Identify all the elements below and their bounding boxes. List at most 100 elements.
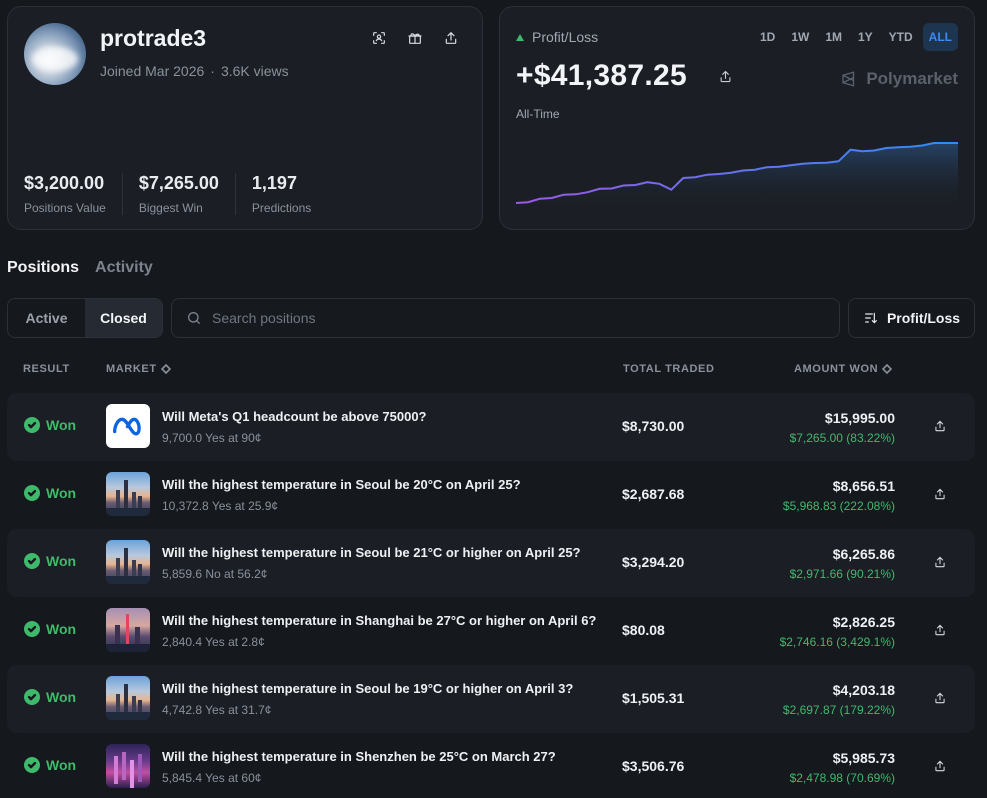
timeframe-1w[interactable]: 1W xyxy=(791,30,810,44)
table-row[interactable]: Won Will the highest temperature in Seoul… xyxy=(7,461,975,529)
table-row[interactable]: Won Will the highest temperature in Shang… xyxy=(7,597,975,665)
amount-won-gain: $5,968.83 (222.08%) xyxy=(782,499,895,513)
pnl-period: All-Time xyxy=(516,107,560,121)
stat-label: Positions Value xyxy=(24,201,106,215)
market-thumbnail[interactable] xyxy=(106,744,150,788)
market-title[interactable]: Will the highest temperature in Shenzhen… xyxy=(162,749,556,764)
result-badge: Won xyxy=(24,553,76,569)
search-input[interactable] xyxy=(212,310,812,326)
market-title[interactable]: Will the highest temperature in Seoul be… xyxy=(162,477,521,492)
result-label: Won xyxy=(46,621,77,637)
timeframe-ytd[interactable]: YTD xyxy=(888,30,913,44)
market-thumbnail[interactable] xyxy=(106,404,150,448)
sort-diamond-icon xyxy=(160,364,171,374)
filter-closed-button[interactable]: Closed xyxy=(85,299,162,337)
result-badge: Won xyxy=(24,757,76,773)
amount-won: $5,985.73 $2,478.98 (70.69%) xyxy=(790,750,895,785)
market-thumbnail[interactable] xyxy=(106,676,150,720)
total-traded: $8,730.00 xyxy=(622,418,685,434)
check-circle-icon xyxy=(24,621,40,637)
result-badge: Won xyxy=(24,621,76,637)
gift-icon[interactable] xyxy=(406,29,424,47)
pnl-label: Profit/Loss xyxy=(516,29,598,45)
positions-table: Won Will Meta's Q1 headcount be above 750… xyxy=(7,393,975,798)
share-icon[interactable] xyxy=(718,69,733,89)
tab-positions[interactable]: Positions xyxy=(7,259,80,276)
share-icon[interactable] xyxy=(933,419,949,435)
sort-icon xyxy=(865,312,877,324)
column-header-amount-won[interactable]: AMOUNT WON xyxy=(794,363,893,375)
status-filter: Active Closed xyxy=(7,298,163,338)
market-thumbnail[interactable] xyxy=(106,540,150,584)
up-triangle-icon xyxy=(516,33,524,41)
share-icon[interactable] xyxy=(933,623,949,639)
share-icon[interactable] xyxy=(933,487,949,503)
result-label: Won xyxy=(46,553,77,569)
search-icon xyxy=(188,312,200,324)
timeframe-1y[interactable]: 1Y xyxy=(857,30,873,44)
market-subtitle: 5,845.4 Yes at 60¢ xyxy=(162,771,262,785)
total-traded: $2,687.68 xyxy=(622,486,685,502)
amount-won: $2,826.25 $2,746.16 (3,429.1%) xyxy=(780,614,895,649)
sort-label: Profit/Loss xyxy=(886,310,961,326)
amount-won-value: $4,203.18 xyxy=(832,682,895,698)
avatar xyxy=(24,23,86,85)
column-header-market[interactable]: MARKET xyxy=(106,363,171,375)
result-label: Won xyxy=(46,689,77,705)
profile-actions xyxy=(370,29,460,47)
timeframe-1m[interactable]: 1M xyxy=(825,30,842,44)
check-circle-icon xyxy=(24,757,40,773)
table-row[interactable]: Won Will the highest temperature in Shenz… xyxy=(7,733,975,798)
timeframe-all[interactable]: ALL xyxy=(922,23,958,51)
market-subtitle: 10,372.8 Yes at 25.9¢ xyxy=(162,499,279,513)
stat-value: $7,265.00 xyxy=(138,173,219,193)
total-traded: $1,505.31 xyxy=(622,690,685,706)
result-badge: Won xyxy=(24,689,76,705)
stat-label: Biggest Win xyxy=(138,201,203,215)
share-icon[interactable] xyxy=(933,555,949,571)
market-title[interactable]: Will the highest temperature in Shanghai… xyxy=(162,613,597,628)
market-subtitle: 4,742.8 Yes at 31.7¢ xyxy=(162,703,272,717)
market-title[interactable]: Will the highest temperature in Seoul be… xyxy=(162,681,574,696)
timeframe-1d[interactable]: 1D xyxy=(759,30,776,44)
separator-dot: · xyxy=(210,63,215,79)
stat-value: 1,197 xyxy=(251,173,297,193)
joined-date: Joined Mar 2026 xyxy=(100,63,205,79)
header-label: MARKET xyxy=(106,363,157,375)
share-icon[interactable] xyxy=(442,29,460,47)
amount-won-gain: $7,265.00 (83.22%) xyxy=(789,431,895,445)
stat-label: Predictions xyxy=(251,201,312,215)
column-header-result: RESULT xyxy=(23,363,70,375)
sort-button[interactable]: Profit/Loss xyxy=(848,298,975,338)
stat-positions-value: $3,200.00 Positions Value xyxy=(24,173,123,215)
tab-activity[interactable]: Activity xyxy=(95,259,153,276)
amount-won: $15,995.00 $7,265.00 (83.22%) xyxy=(790,410,895,445)
stat-value: $3,200.00 xyxy=(24,173,105,193)
header-label: AMOUNT WON xyxy=(794,363,879,375)
table-row[interactable]: Won Will Meta's Q1 headcount be above 750… xyxy=(7,393,975,461)
share-icon[interactable] xyxy=(933,759,949,775)
username: protrade3 xyxy=(100,25,207,51)
market-thumbnail[interactable] xyxy=(106,472,150,516)
market-title[interactable]: Will the highest temperature in Seoul be… xyxy=(162,545,581,560)
amount-won: $6,265.86 $2,971.66 (90.21%) xyxy=(790,546,895,581)
filter-active-button[interactable]: Active xyxy=(25,310,68,326)
header-label: TOTAL TRADED xyxy=(623,363,715,375)
table-row[interactable]: Won Will the highest temperature in Seoul… xyxy=(7,529,975,597)
brand-name: Polymarket xyxy=(866,69,958,88)
market-title[interactable]: Will Meta's Q1 headcount be above 75000? xyxy=(162,409,427,424)
market-subtitle: 2,840.4 Yes at 2.8¢ xyxy=(162,635,265,649)
table-row[interactable]: Won Will the highest temperature in Seoul… xyxy=(7,665,975,733)
market-subtitle: 5,859.6 No at 56.2¢ xyxy=(162,567,268,581)
amount-won-gain: $2,478.98 (70.69%) xyxy=(789,771,895,785)
polymarket-logo-icon xyxy=(842,71,855,87)
amount-won-value: $2,826.25 xyxy=(832,614,895,630)
check-circle-icon xyxy=(24,689,40,705)
profile-card: protrade3 Joined Mar 2026 · 3.6K views $3,… xyxy=(7,6,483,230)
amount-won-gain: $2,697.87 (179.22%) xyxy=(782,703,895,717)
market-thumbnail[interactable] xyxy=(106,608,150,652)
scan-icon[interactable] xyxy=(370,29,388,47)
result-label: Won xyxy=(46,757,77,773)
share-icon[interactable] xyxy=(933,691,949,707)
chart-area xyxy=(516,143,958,209)
